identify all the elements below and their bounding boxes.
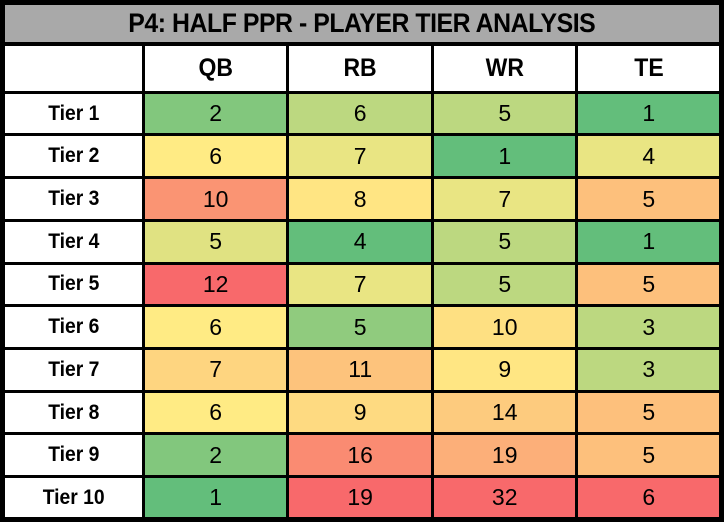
cell-tier10-wr: 32 [430,475,579,521]
table-row-tier-5: Tier 5 12 7 5 5 [1,261,723,308]
table-row-tier-9: Tier 9 2 16 19 5 [1,432,723,479]
row-label-tier-1-text: Tier 1 [47,101,100,125]
cell-tier6-wr: 10 [430,304,579,351]
cell-tier6-rb: 5 [286,304,434,351]
cell-tier3-rb: 8 [286,176,434,222]
cell-tier3-wr: 7 [430,176,579,222]
cell-tier9-te: 5 [575,432,723,479]
cell-tier10-rb: 19 [286,475,434,521]
cell-tier7-wr: 9 [430,347,579,393]
cell-tier6-qb: 6 [141,304,290,351]
column-header-te-label: TE [634,53,664,82]
table-row-tier-10: Tier 10 1 19 32 6 [1,475,723,521]
row-label-tier-6: Tier 6 [1,304,145,351]
row-label-tier-2-text: Tier 2 [47,144,100,168]
row-label-tier-5-text: Tier 5 [47,272,100,296]
cell-tier10-te: 6 [575,475,723,521]
row-label-tier-5: Tier 5 [1,261,145,308]
table-row-tier-1: Tier 1 2 6 5 1 [1,90,723,137]
cell-tier7-qb: 7 [141,347,290,393]
row-label-tier-7-text: Tier 7 [47,357,100,381]
row-label-tier-9: Tier 9 [1,432,145,479]
row-label-tier-8-text: Tier 8 [47,400,100,424]
row-label-tier-4-text: Tier 4 [47,229,100,253]
header-row: QB RB WR TE [1,42,723,94]
column-header-rb-label: RB [343,53,377,82]
cell-tier5-wr: 5 [430,261,579,308]
table-title-text: P4: HALF PPR - PLAYER TIER ANALYSIS [128,7,596,38]
cell-tier3-te: 5 [575,176,723,222]
column-header-rb: RB [286,42,434,94]
column-header-wr-label: WR [485,53,524,82]
cell-tier9-rb: 16 [286,432,434,479]
cell-tier9-qb: 2 [141,432,290,479]
cell-tier2-qb: 6 [141,133,290,180]
cell-tier1-te: 1 [575,90,723,137]
table-row-tier-2: Tier 2 6 7 1 4 [1,133,723,180]
cell-tier8-te: 5 [575,389,723,436]
cell-tier4-te: 1 [575,218,723,265]
cell-tier8-qb: 6 [141,389,290,436]
cell-tier1-qb: 2 [141,90,290,137]
title-row: P4: HALF PPR - PLAYER TIER ANALYSIS [1,0,723,46]
column-header-qb-label: QB [198,53,233,82]
cell-tier2-wr: 1 [430,133,579,180]
row-label-tier-2: Tier 2 [1,133,145,180]
row-label-tier-4: Tier 4 [1,218,145,265]
cell-tier4-qb: 5 [141,218,290,265]
cell-tier2-te: 4 [575,133,723,180]
row-label-tier-3: Tier 3 [1,176,145,222]
row-label-tier-3-text: Tier 3 [47,187,100,211]
cell-tier7-te: 3 [575,347,723,393]
cell-tier1-wr: 5 [430,90,579,137]
cell-tier4-rb: 4 [286,218,434,265]
cell-tier4-wr: 5 [430,218,579,265]
row-label-tier-10-text: Tier 10 [42,485,105,509]
cell-tier8-wr: 14 [430,389,579,436]
table-row-tier-6: Tier 6 6 5 10 3 [1,304,723,351]
row-label-tier-10: Tier 10 [1,475,145,521]
table-row-tier-8: Tier 8 6 9 14 5 [1,389,723,436]
cell-tier1-rb: 6 [286,90,434,137]
row-label-tier-9-text: Tier 9 [47,443,100,467]
cell-tier8-rb: 9 [286,389,434,436]
row-label-tier-8: Tier 8 [1,389,145,436]
row-label-tier-6-text: Tier 6 [47,315,100,339]
cell-tier5-rb: 7 [286,261,434,308]
cell-tier7-rb: 11 [286,347,434,393]
table-row-tier-3: Tier 3 10 8 7 5 [1,176,723,222]
column-header-wr: WR [430,42,579,94]
table-title: P4: HALF PPR - PLAYER TIER ANALYSIS [1,0,723,46]
cell-tier3-qb: 10 [141,176,290,222]
cell-tier5-qb: 12 [141,261,290,308]
cell-tier10-qb: 1 [141,475,290,521]
table-row-tier-4: Tier 4 5 4 5 1 [1,218,723,265]
cell-tier9-wr: 19 [430,432,579,479]
cell-tier6-te: 3 [575,304,723,351]
corner-cell [1,42,145,94]
row-label-tier-1: Tier 1 [1,90,145,137]
row-label-tier-7: Tier 7 [1,347,145,393]
table-row-tier-7: Tier 7 7 11 9 3 [1,347,723,393]
column-header-qb: QB [141,42,290,94]
cell-tier2-rb: 7 [286,133,434,180]
column-header-te: TE [575,42,723,94]
cell-tier5-te: 5 [575,261,723,308]
